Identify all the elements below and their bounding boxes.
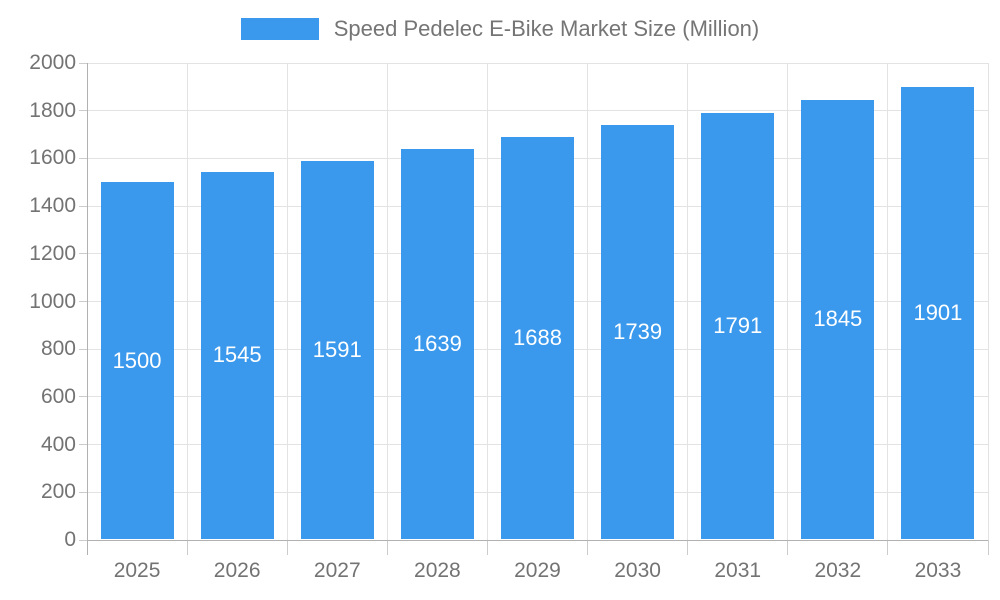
- x-tick: [987, 540, 989, 555]
- x-gridline: [787, 63, 789, 540]
- y-axis-line: [87, 63, 88, 555]
- y-tick: [79, 491, 87, 493]
- y-tick: [79, 539, 87, 541]
- x-tick: [887, 540, 889, 555]
- bar-value-label: 1500: [112, 347, 162, 373]
- x-tick-label: 2028: [414, 559, 461, 582]
- bar-2033[interactable]: 1901: [901, 86, 975, 539]
- legend-swatch: [240, 18, 319, 40]
- x-tick-label: 2029: [514, 559, 561, 582]
- x-gridline: [987, 63, 989, 540]
- y-tick-label: 1800: [29, 98, 76, 122]
- bar-2030[interactable]: 1739: [601, 125, 675, 539]
- x-gridline: [386, 63, 388, 540]
- bar-value-label: 1545: [212, 342, 262, 368]
- x-tick-label: 2033: [914, 559, 962, 582]
- y-gridline: [87, 110, 988, 112]
- bar-2025[interactable]: 1500: [100, 182, 174, 539]
- bar-value-label: 1739: [613, 319, 663, 345]
- y-tick: [79, 110, 87, 112]
- y-tick-label: 800: [40, 337, 76, 361]
- y-tick-label: 2000: [29, 51, 76, 74]
- y-tick: [79, 205, 87, 207]
- y-tick: [79, 396, 87, 398]
- y-tick-label: 400: [40, 432, 76, 456]
- x-tick: [787, 540, 789, 555]
- bar-value-label: 1639: [412, 331, 462, 357]
- x-tick-label: 2032: [814, 559, 862, 582]
- x-gridline: [587, 63, 589, 540]
- x-tick: [587, 540, 589, 555]
- bar-value-label: 1901: [913, 299, 963, 325]
- y-tick-label: 0: [64, 528, 76, 551]
- y-tick-label: 1200: [29, 241, 76, 265]
- x-tick: [386, 540, 388, 555]
- bar-2027[interactable]: 1591: [300, 160, 374, 539]
- y-tick: [79, 157, 87, 159]
- legend-label: Speed Pedelec E-Bike Market Size (Millio…: [333, 16, 760, 41]
- y-gridline: [87, 62, 988, 64]
- bar-value-label: 1791: [713, 312, 763, 338]
- y-tick-label: 1400: [29, 194, 76, 218]
- x-gridline: [486, 63, 488, 540]
- bar-2031[interactable]: 1791: [701, 112, 775, 539]
- bar-2026[interactable]: 1545: [200, 171, 274, 539]
- y-tick: [79, 253, 87, 255]
- x-tick-label: 2031: [714, 559, 762, 582]
- y-tick: [79, 62, 87, 64]
- bar-2032[interactable]: 1845: [801, 99, 875, 539]
- x-gridline: [286, 63, 288, 540]
- y-tick-label: 1600: [29, 146, 76, 170]
- plot-area: 1500 1545 1591 1639 1688 1739 1791 1845 1901: [79, 62, 989, 555]
- bar-value-label: 1591: [312, 336, 362, 362]
- x-axis-line: [87, 539, 988, 541]
- x-tick: [186, 540, 188, 555]
- bar-2029[interactable]: 1688: [500, 137, 575, 539]
- y-tick-label: 600: [40, 384, 76, 408]
- bar-value-label: 1845: [813, 306, 863, 332]
- y-tick-label: 1000: [29, 289, 76, 313]
- x-gridline: [687, 63, 689, 540]
- y-tick: [79, 444, 87, 446]
- x-tick: [687, 540, 689, 555]
- x-tick-label: 2027: [313, 559, 361, 582]
- y-tick: [79, 348, 87, 350]
- bar-value-label: 1688: [513, 325, 562, 351]
- x-tick-label: 2025: [113, 559, 161, 582]
- y-tick: [79, 301, 87, 302]
- bar-2028[interactable]: 1639: [400, 149, 474, 539]
- x-gridline: [887, 63, 889, 540]
- x-tick-label: 2030: [614, 559, 661, 582]
- x-tick: [286, 540, 288, 555]
- y-tick-label: 200: [40, 480, 76, 504]
- x-tick-label: 2026: [213, 559, 261, 582]
- legend[interactable]: Speed Pedelec E-Bike Market Size (Millio…: [0, 14, 1000, 44]
- x-gridline: [186, 63, 188, 540]
- x-tick: [486, 540, 488, 555]
